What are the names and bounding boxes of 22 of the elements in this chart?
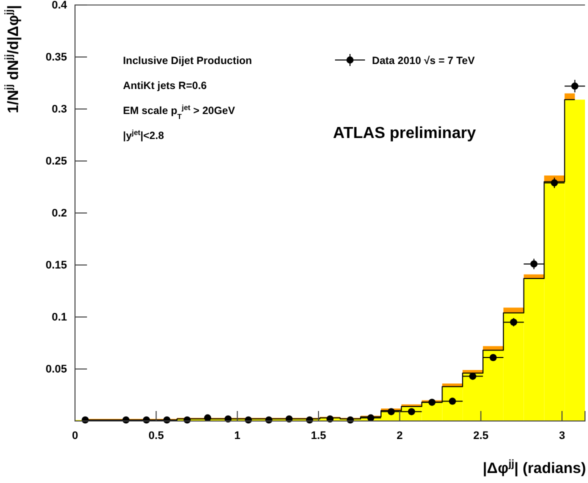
x-tick-label: 1.5 [310, 430, 326, 442]
y-tick-label: 0.1 [52, 312, 67, 324]
annotation: ATLAS preliminary [333, 125, 476, 142]
y-tick-label: 0.35 [46, 52, 67, 64]
y-tick-label: 0.3 [52, 104, 67, 116]
x-tick-label: 1 [234, 430, 240, 442]
annotation: Inclusive Dijet Production [123, 55, 252, 67]
x-axis-title: |Δφ$^{jj}$| (radians) [482, 458, 586, 477]
annotation: EM scale p$_{T}$$^{jet}$ > 20GeV [123, 102, 236, 120]
y-tick-label: 0.05 [46, 364, 67, 376]
x-tick-label: 0 [72, 430, 78, 442]
y-tick-label: 0.2 [52, 208, 67, 220]
x-tick-label: 3 [558, 430, 566, 442]
x-tick-label: 2.5 [473, 430, 488, 442]
x-tick-label: 2 [396, 430, 403, 442]
annotation: |y$^{jet}$|<2.8 [123, 128, 164, 142]
y-tick-label: 0.4 [52, 0, 68, 12]
y-tick-label: 0.25 [46, 156, 67, 168]
x-tick-label: 0.5 [148, 430, 164, 442]
y-tick-label: 0.15 [46, 260, 67, 272]
annotation: AntiKt jets R=0.6 [123, 80, 207, 92]
legend-label: Data 2010 √s = 7 TeV [372, 55, 475, 67]
